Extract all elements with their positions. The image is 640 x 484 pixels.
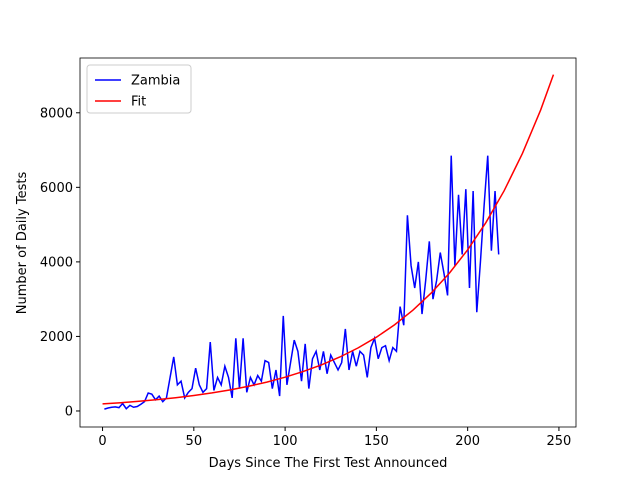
y-axis-label: Number of Daily Tests [15,172,30,315]
y-tick-label: 2000 [40,330,73,345]
plot-frame [79,57,577,428]
y-tick-label: 6000 [40,181,73,196]
y-tick-label: 8000 [40,106,73,121]
x-tick-label: 250 [547,434,572,449]
x-tick-label: 0 [98,434,106,449]
y-tick-label: 4000 [40,255,73,270]
legend-label: Fit [131,95,146,110]
x-tick-label: 100 [273,434,298,449]
x-tick-label: 150 [364,434,389,449]
x-tick-label: 200 [455,434,480,449]
series-line [104,155,500,410]
x-axis-label: Days Since The First Test Announced [209,456,448,471]
y-tick-label: 0 [65,404,73,419]
series-line [102,74,555,405]
legend-label: Zambia [131,74,180,89]
x-tick-label: 50 [186,434,203,449]
